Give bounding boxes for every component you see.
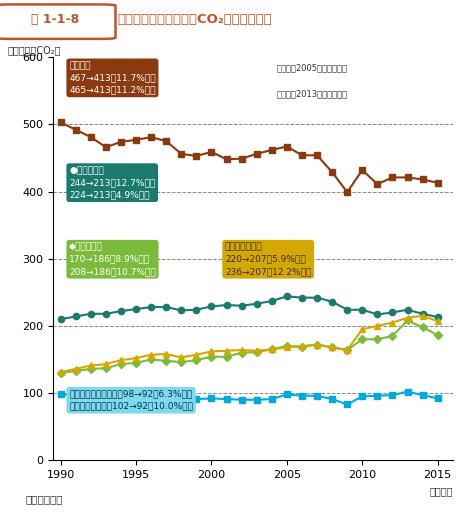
Text: （　）は2005年度比増減率: （ ）は2005年度比増減率 [277,63,348,72]
Text: （百万トンCO₂）: （百万トンCO₂） [7,45,61,55]
Text: 産業部門
467→413（11.7%減）
465→413〔11.2%減〕: 産業部門 467→413（11.7%減） 465→413〔11.2%減〕 [69,61,156,95]
Text: 業務その他部門
220→207（5.9%減）
236→207〔12.2%減〕: 業務その他部門 220→207（5.9%減） 236→207〔12.2%減〕 [225,242,311,276]
Text: ◆　家庭部門
170→186（8.9%増）
208→186〔10.7%減〕: ◆ 家庭部門 170→186（8.9%増） 208→186〔10.7%減〕 [69,242,156,276]
Text: エネルギー転換部門　98→92（6.3%減）
　　　　　　　　102→92〔10.0%減〕: エネルギー転換部門 98→92（6.3%減） 102→92〔10.0%減〕 [69,389,193,411]
Text: （年度）: （年度） [429,486,453,497]
Text: 〔　〕は2013年度比増減率: 〔 〕は2013年度比増減率 [277,89,348,98]
Text: 部門別エネルギー起源CO₂排出量の推移: 部門別エネルギー起源CO₂排出量の推移 [118,14,273,27]
Text: 資料：環境省: 資料：環境省 [25,495,63,504]
FancyBboxPatch shape [0,4,116,39]
Text: ●　運輸部門
244→213（12.7%減）
224→213〔4.9%減〕: ● 運輸部門 244→213（12.7%減） 224→213〔4.9%減〕 [69,166,155,199]
Text: 図 1-1-8: 図 1-1-8 [31,14,79,27]
